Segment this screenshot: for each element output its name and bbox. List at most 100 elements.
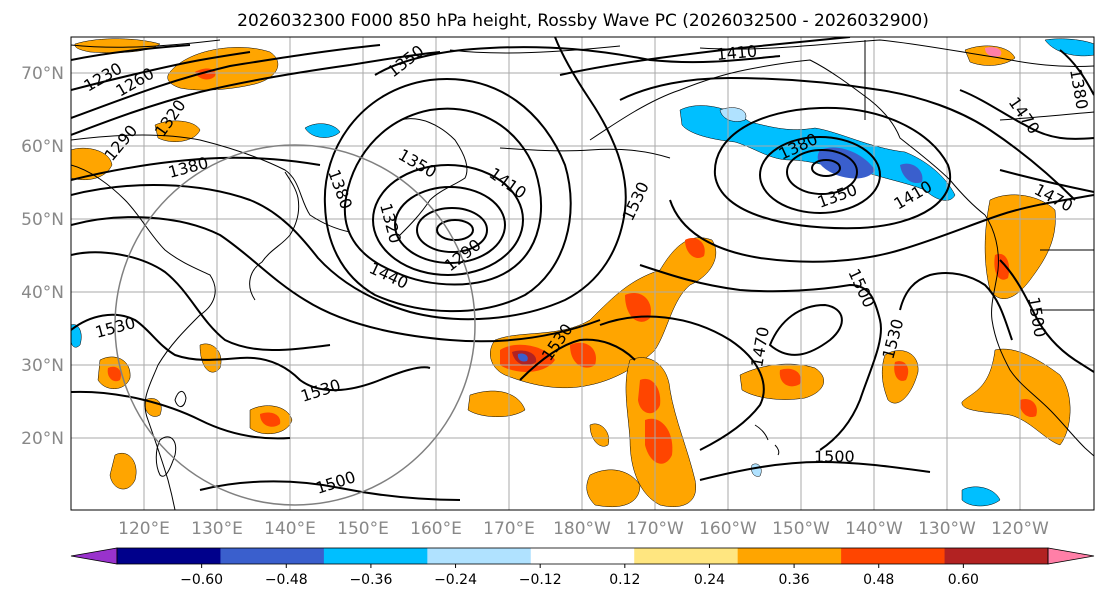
contour-1500-ne (999, 259, 1094, 373)
positive-anomaly-region (167, 47, 279, 91)
lat-label: 70°N (21, 64, 64, 84)
contour-1500-mid (519, 338, 636, 381)
colorbar-frame (116, 547, 1049, 565)
negative-anomaly-core (817, 147, 875, 179)
colorbar-tick-label: 0.24 (694, 572, 725, 588)
alaska-coastline (589, 59, 986, 216)
negative-anomaly-region (679, 105, 956, 201)
colorbar-segment (117, 548, 221, 564)
hawaii-islands (754, 424, 780, 456)
contour-1500-south (199, 480, 461, 501)
positive-anomaly-core (1019, 398, 1037, 418)
positive-anomaly-pink (985, 47, 1002, 57)
contour-1530-east-ne (899, 272, 1013, 341)
lat-label: 40°N (21, 283, 64, 303)
figure-title: 2026032300 F000 850 hPa height, Rossby W… (237, 11, 929, 31)
colorbar-segment (220, 548, 325, 564)
map-panel: 1230 1260 1320 1290 1350 1380 1380 1350 … (70, 36, 1095, 511)
contour-1470 (71, 216, 601, 343)
lon-label: 160°E (410, 519, 462, 539)
colorbar-segment (737, 548, 842, 564)
lon-label: 150°W (772, 519, 830, 539)
contour-1530-south (71, 390, 291, 440)
aleutians-coastline (499, 147, 671, 159)
arctic-coastline (71, 39, 1094, 68)
contour-1380-east-low (759, 136, 881, 214)
positive-anomaly-core (570, 342, 596, 368)
contour-1320 (71, 44, 381, 119)
positive-anomaly-core (107, 366, 122, 382)
colorbar-tick-label: −0.48 (265, 572, 308, 588)
negative-anomaly-region (961, 486, 1001, 507)
map-frame (70, 36, 1095, 511)
contour-1410-north (559, 37, 851, 76)
lon-label: 150°E (337, 519, 389, 539)
north-america-coastline (984, 214, 1094, 457)
contour-1530-east (599, 315, 765, 451)
colorbar-boxes (117, 548, 1049, 564)
lon-label: 170°W (626, 519, 684, 539)
contour-1500-west (71, 251, 331, 351)
lat-label: 30°N (21, 356, 64, 376)
negative-anomaly-core (900, 163, 923, 184)
positive-anomaly-region (589, 423, 610, 447)
colorbar-segment (841, 548, 946, 564)
positive-anomaly-core (625, 292, 651, 322)
contour-1230 (71, 44, 191, 61)
colorbar-segment (634, 548, 739, 564)
graticule (71, 37, 1094, 510)
colorbar-segment (323, 548, 428, 564)
lon-label: 130°E (191, 519, 243, 539)
contour-1320-east-low (811, 159, 841, 177)
contour-1500-east-south (699, 460, 931, 481)
contour-1410-east-low (713, 106, 951, 230)
positive-anomaly-region (154, 120, 201, 142)
contour-1470-east (669, 194, 1094, 263)
contour-1470-east-high (768, 303, 843, 356)
contour-1350-low (372, 164, 524, 276)
positive-anomaly-region (961, 348, 1071, 446)
positive-anomaly-core (779, 368, 801, 387)
contour-label: 1410 (716, 42, 758, 64)
coastlines (71, 39, 1094, 510)
contour-1440 (71, 37, 627, 321)
colorbar-ticks: −0.60 −0.48 −0.36 −0.24 −0.12 0.12 0.24 0.36 0.4… (180, 564, 979, 588)
lat-label: 20°N (21, 429, 64, 449)
contour-1380 (71, 156, 321, 181)
colorbar-tick-label: 0.36 (779, 572, 810, 588)
colorbar-segment (944, 548, 1049, 564)
lon-label: 140°W (845, 519, 903, 539)
longitude-labels: 120°E 130°E 140°E 150°E 160°E 170°E 180°… (118, 519, 1049, 539)
philippines-coastline (155, 436, 177, 477)
positive-anomaly-region (109, 453, 137, 490)
contour-1350 (374, 46, 781, 76)
contour-1290 (71, 51, 441, 136)
colorbar-tick-label: 0.12 (609, 572, 640, 588)
siberia-coastline (71, 134, 351, 233)
colorbar-tick-label: 0.60 (948, 572, 979, 588)
lat-label: 50°N (21, 210, 64, 230)
colorbar-segment (530, 548, 635, 564)
japan-coastline (249, 171, 300, 301)
kamchatka-coastline (399, 118, 468, 236)
colorbar-tick-label: −0.12 (519, 572, 562, 588)
contour-1380-low (343, 107, 542, 286)
negative-anomaly-region (719, 107, 747, 122)
positive-anomaly-region (586, 469, 641, 508)
lon-label: 180°W (553, 519, 611, 539)
lat-label: 60°N (21, 137, 64, 157)
contour-1440-ne (959, 89, 1094, 140)
lon-label: 120°E (118, 519, 170, 539)
positive-anomaly-core (645, 418, 673, 464)
positive-anomaly-region (490, 237, 717, 389)
colorbar: −0.60 −0.48 −0.36 −0.24 −0.12 0.12 0.24 0.36 0.4… (70, 547, 1095, 588)
asia-coastline (71, 164, 216, 510)
colorbar-tick-label: −0.36 (349, 572, 392, 588)
positive-anomaly-core (894, 361, 909, 381)
colorbar-tick-label: −0.60 (180, 572, 223, 588)
colorbar-tick-label: −0.24 (434, 572, 477, 588)
lon-label: 130°W (918, 519, 976, 539)
latitude-labels: 70°N 60°N 50°N 40°N 30°N 20°N (21, 64, 64, 449)
lon-label: 170°E (483, 519, 535, 539)
